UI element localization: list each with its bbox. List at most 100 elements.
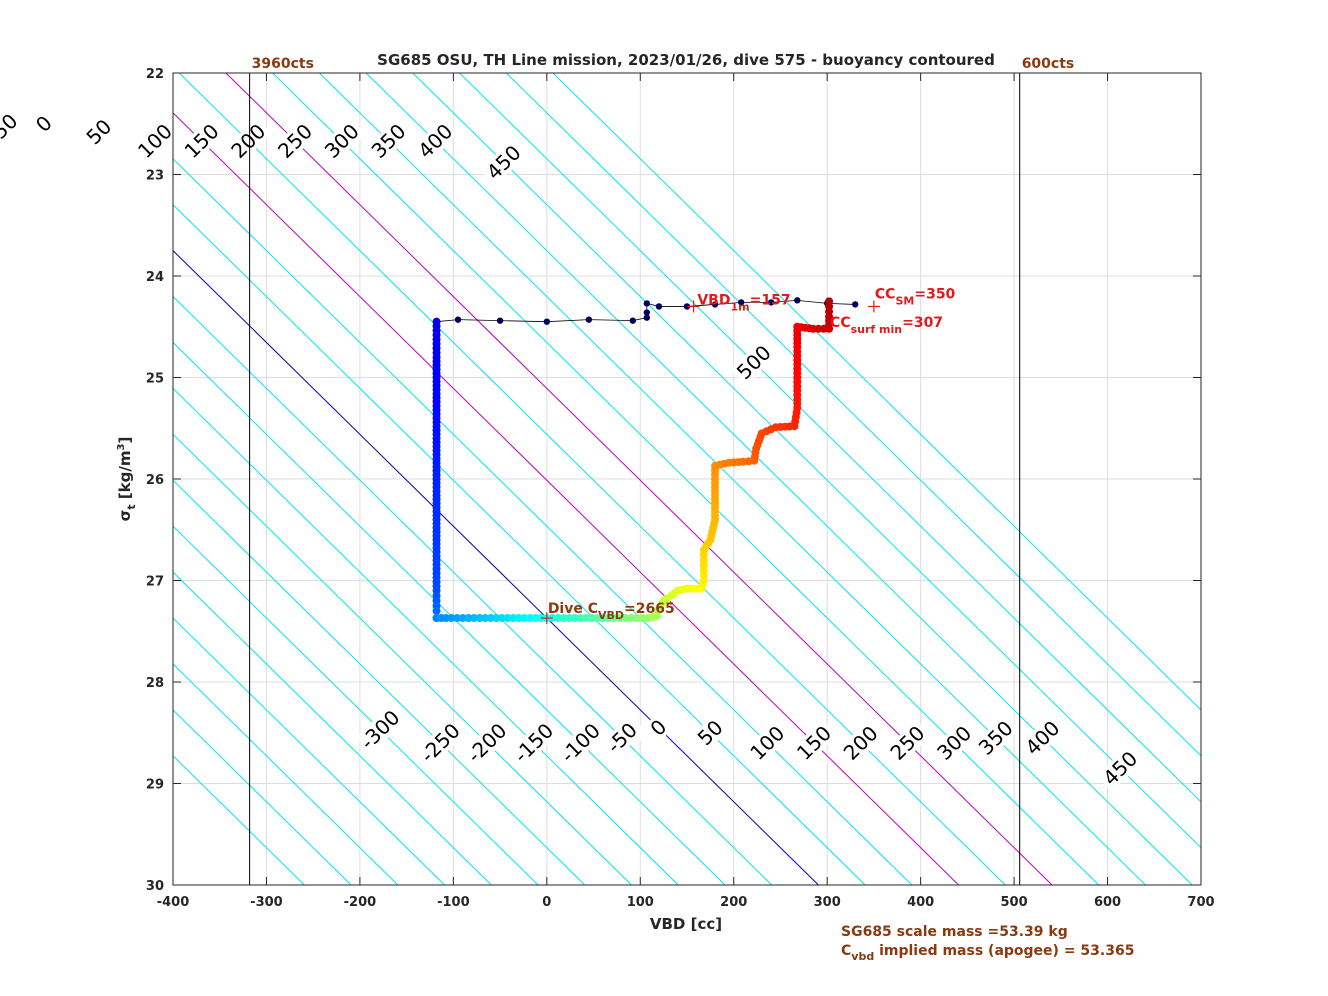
contour-label-bg (634, 704, 682, 751)
contour-label-bg (743, 719, 791, 767)
contour-line (173, 663, 399, 885)
climb-point (643, 309, 651, 316)
dive-point (520, 614, 529, 623)
annotation-ccsurf: CCsurf min=307 (830, 315, 943, 336)
climb-point (454, 316, 462, 323)
dive-point (554, 614, 563, 623)
climb-point (738, 299, 745, 306)
dive-point (615, 614, 624, 623)
dive-point (525, 614, 534, 623)
contour-label-bg (178, 117, 226, 165)
annotation-main: CC (875, 286, 896, 302)
dive-point (621, 614, 630, 623)
contour-label-bg (411, 117, 459, 165)
x-tick-label: 300 (814, 895, 841, 910)
annotation-vbd1m: VBD1m=157 (697, 292, 790, 313)
dive-point (486, 614, 495, 623)
climb-point (643, 314, 651, 321)
annotation-main: Dive C (548, 601, 598, 617)
y-axis-label-sup: 3 (116, 443, 127, 450)
contour-label-bg (365, 117, 412, 165)
climb-point (852, 301, 859, 308)
contour-line (173, 249, 819, 885)
contour-label-bg (1096, 745, 1144, 792)
contour-label-bg (463, 719, 511, 767)
contour-label-bg (0, 105, 26, 153)
contour-label-bg (224, 117, 272, 165)
y-axis-label-sub: t (125, 504, 138, 509)
dive-point (432, 606, 441, 615)
y-axis-label: σt [kg/m3] (116, 437, 138, 522)
contour-label-bg (730, 339, 778, 386)
dive-point (638, 614, 647, 623)
climb-point (496, 317, 504, 324)
contour-line (365, 73, 1193, 885)
dive-point (475, 614, 484, 623)
x-tick-label: 500 (1001, 895, 1028, 910)
annotation-main: CC (830, 315, 851, 331)
x-tick-label: 400 (907, 895, 934, 910)
dive-point (458, 614, 467, 623)
contour-label-bg (75, 108, 123, 156)
x-tick-label: 200 (720, 895, 747, 910)
dive-point (514, 614, 523, 623)
dive-point (503, 614, 512, 623)
footer-implied-mass-main: C (841, 943, 851, 959)
annotation-sub: SM (895, 294, 914, 307)
contour-label-bg (356, 706, 404, 753)
contour-line (505, 73, 1201, 757)
contour-line (319, 73, 1146, 885)
climb-point (585, 316, 593, 323)
contour-label-bg (884, 719, 931, 767)
annotation-sub: 1m (730, 300, 749, 313)
annotation-tail: =350 (914, 286, 955, 302)
y-axis-label-unit: [kg/m (116, 450, 134, 504)
y-tick-label: 28 (146, 676, 164, 691)
climb-point (543, 318, 551, 325)
dive-series (432, 297, 859, 623)
contour-line (173, 525, 539, 885)
contour-label-bg (20, 100, 68, 148)
dive-point (531, 614, 540, 623)
dive-point (610, 614, 619, 623)
climb-point (655, 303, 663, 310)
dive-point (598, 614, 607, 623)
x-tick-label: -400 (157, 895, 190, 910)
climb-point (711, 301, 719, 308)
x-tick-label: -100 (437, 895, 470, 910)
climb-point (794, 297, 801, 304)
climb-point (767, 299, 775, 306)
x-axis-label: VBD [cc] (650, 915, 722, 933)
dive-point (447, 614, 456, 623)
annotation-tail: =307 (902, 315, 943, 331)
dive-point (492, 614, 501, 623)
contour-label-bg (131, 117, 179, 165)
contour-line (173, 204, 866, 885)
contour-label-bg (930, 719, 978, 767)
contour-label-bg (271, 117, 319, 165)
contour-line (173, 571, 492, 885)
contour-line (173, 617, 445, 885)
x-tick-label: -200 (344, 895, 377, 910)
annotation-sub: surf min (851, 323, 902, 336)
dive-point (559, 614, 568, 623)
contour-line (552, 73, 1201, 711)
climb-point (683, 303, 691, 310)
buoyancy-contours (173, 73, 1201, 885)
dive-point (582, 614, 591, 623)
climb-point (629, 317, 636, 324)
contour-label-bg (790, 719, 838, 767)
x-tick-label: 600 (1094, 895, 1121, 910)
contour-label-bg (1019, 714, 1066, 762)
grid-lines (172, 72, 1202, 886)
contour-line (459, 73, 1201, 803)
contour-label-bg (556, 719, 604, 767)
dive-point (441, 614, 450, 623)
annotation-tail: =2665 (624, 601, 675, 617)
footer-implied-mass-tail: implied mass (apogee) = 53.365 (874, 943, 1134, 959)
dive-point (604, 614, 613, 623)
contour-line (412, 73, 1201, 849)
footer-scale-mass: SG685 scale mass =53.39 kg (841, 924, 1068, 940)
dive-point (587, 614, 596, 623)
